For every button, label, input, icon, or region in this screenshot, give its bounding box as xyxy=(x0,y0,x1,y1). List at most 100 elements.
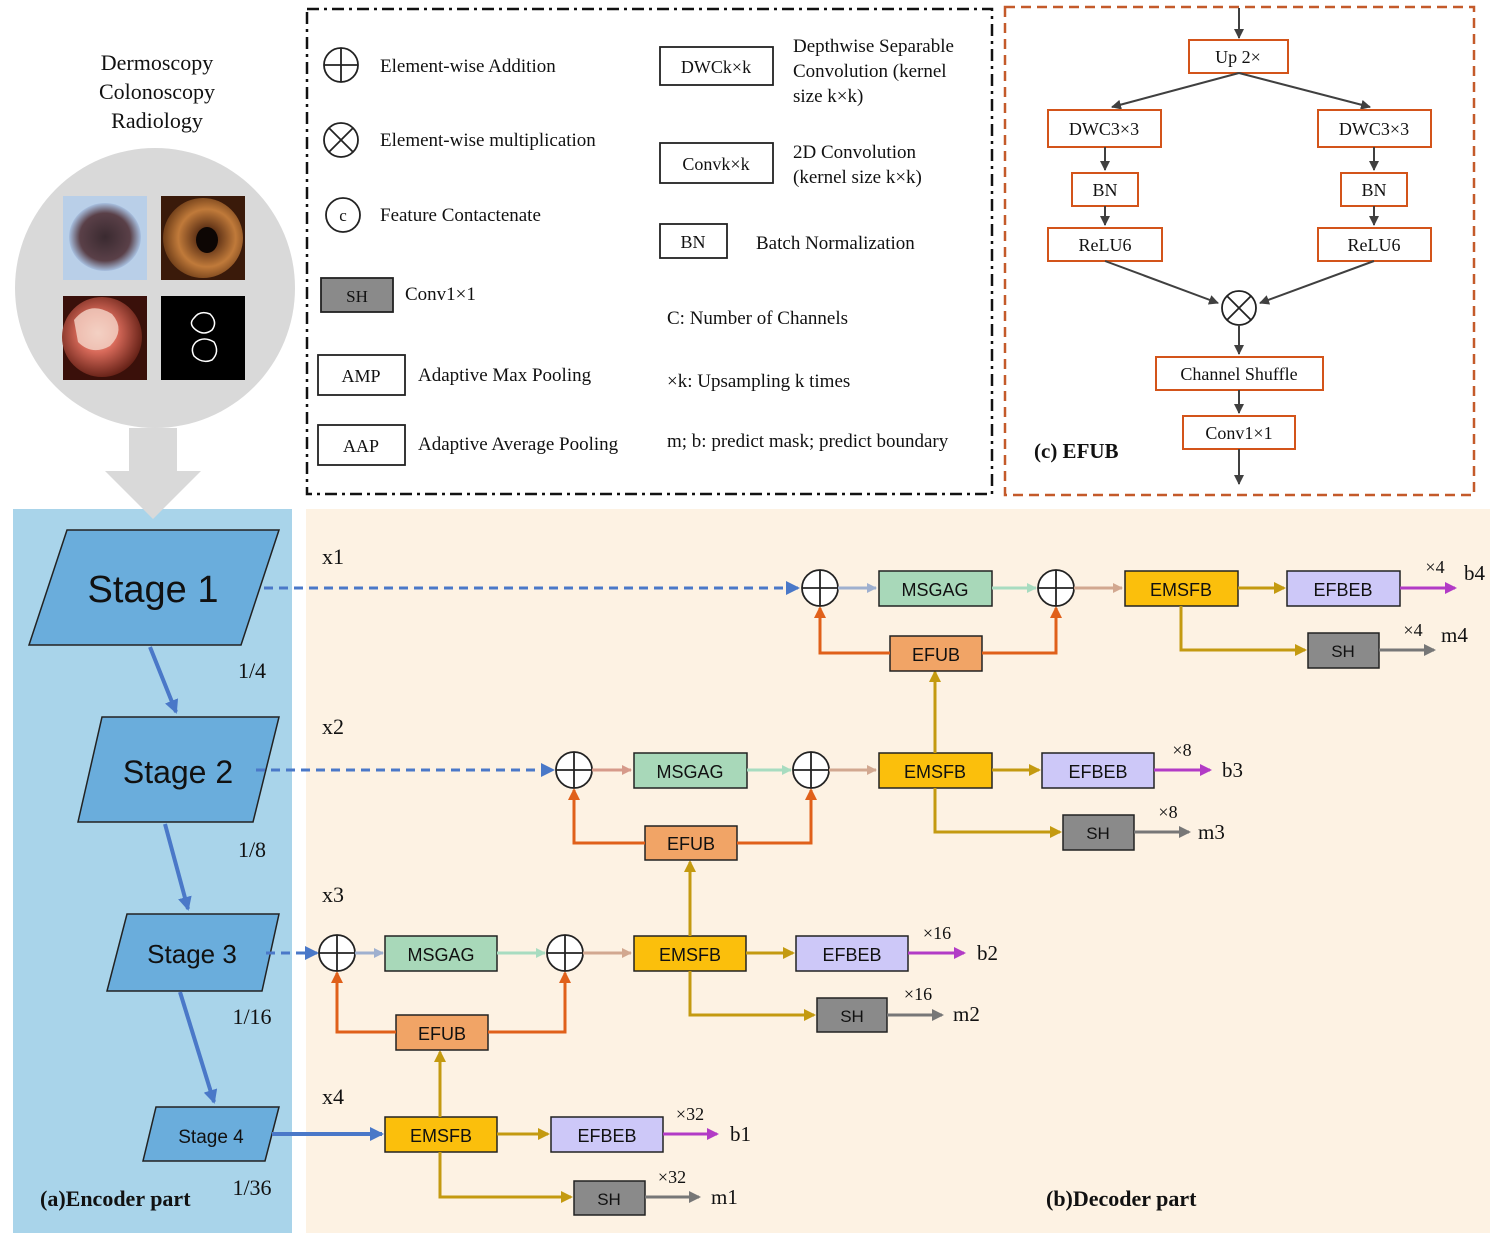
input-label-x1: x1 xyxy=(322,544,344,569)
efub-detail: Up 2× DWC3×3 DWC3×3 BN BN ReLU6 ReLU6 Ch… xyxy=(1034,8,1432,485)
decoder-background xyxy=(306,509,1490,1233)
legend: Element-wise Addition Element-wise multi… xyxy=(317,36,954,466)
legend-dwc-desc-2: Convolution (kernel xyxy=(793,61,947,82)
efub-block-2 xyxy=(644,825,738,861)
stage-4-shape xyxy=(142,1106,280,1162)
output-m2: m2 xyxy=(953,1002,980,1026)
stage-3-label: Stage 3 xyxy=(147,939,237,969)
output-b3: b3 xyxy=(1222,758,1243,782)
efub-relu-right-box xyxy=(1317,227,1432,262)
legend-bn-desc: Batch Normalization xyxy=(756,233,915,254)
upsample-m2: ×16 xyxy=(904,984,932,1004)
sh-2-label: SH xyxy=(840,1007,864,1026)
encoder-title: (a)Encoder part xyxy=(40,1186,191,1211)
stage-3-scale: 1/16 xyxy=(232,1004,271,1029)
input-arrow-stem xyxy=(129,428,177,472)
msgag-2-label: MSGAG xyxy=(656,762,723,782)
legend-dwc-desc-3: size k×k) xyxy=(793,86,863,107)
sh-block-1 xyxy=(573,1180,646,1216)
efub-relu-right-text: ReLU6 xyxy=(1348,235,1401,255)
stage-1-label: Stage 1 xyxy=(88,569,219,611)
efub-conv-text: Conv1×1 xyxy=(1205,423,1272,443)
legend-note-channels: C: Number of Channels xyxy=(667,308,848,329)
efub-shuffle-text: Channel Shuffle xyxy=(1180,364,1297,384)
efbeb-block-1 xyxy=(550,1116,664,1153)
emsfb-2-label: EMSFB xyxy=(659,945,721,965)
stage-4-scale: 1/36 xyxy=(232,1175,271,1200)
upsample-m4: ×4 xyxy=(1403,620,1422,640)
input-arrow-head xyxy=(105,471,201,519)
output-b2: b2 xyxy=(977,941,998,965)
stage-1-scale: 1/4 xyxy=(238,658,266,683)
efub-dwc-right-box xyxy=(1317,109,1432,148)
add-node-2a xyxy=(555,751,593,789)
add-symbol-icon xyxy=(323,47,359,83)
stage-2-to-3-arrow xyxy=(163,823,192,911)
polyp-thumbnail xyxy=(62,296,147,380)
efub-dwc-left-text: DWC3×3 xyxy=(1069,119,1139,139)
input-label-x4: x4 xyxy=(322,1084,344,1109)
stage-3-shape xyxy=(106,913,280,992)
input-label-x2: x2 xyxy=(322,714,344,739)
legend-label-aap: Adaptive Average Pooling xyxy=(418,434,619,455)
legend-conv-desc-1: 2D Convolution xyxy=(793,142,916,163)
add-node-3b xyxy=(546,934,584,972)
stage-2-shape xyxy=(77,716,280,823)
emsfb-block-3 xyxy=(878,752,993,789)
upsample-m3: ×8 xyxy=(1158,802,1177,822)
output-b4: b4 xyxy=(1464,561,1486,585)
sh-3-label: SH xyxy=(1086,824,1110,843)
sh-block-3 xyxy=(1062,814,1135,851)
legend-amp-box xyxy=(317,354,406,396)
legend-aap-box xyxy=(317,424,406,466)
upsample-m1: ×32 xyxy=(658,1167,686,1187)
legend-label-concat: Feature Contactenate xyxy=(380,205,541,226)
efub-relu-left-box xyxy=(1047,227,1163,262)
efub-multiply-icon xyxy=(1221,290,1257,326)
msgag-3-label: MSGAG xyxy=(407,945,474,965)
efub-bn-left-box xyxy=(1071,172,1139,207)
efub-bn-right-box xyxy=(1340,172,1408,207)
efub-2-label: EFUB xyxy=(667,834,715,854)
legend-dwc-text: DWCk×k xyxy=(681,57,751,77)
emsfb-1-label: EMSFB xyxy=(410,1126,472,1146)
upsample-b2: ×16 xyxy=(923,923,951,943)
efbeb-1-label: EFBEB xyxy=(577,1126,636,1146)
stage-2-scale: 1/8 xyxy=(238,837,266,862)
stage-1-to-2-arrow xyxy=(148,646,179,714)
stage-1-shape xyxy=(27,529,281,646)
legend-dwc-box xyxy=(659,46,774,86)
efub-bn-right-text: BN xyxy=(1361,180,1386,200)
efbeb-block-4 xyxy=(1286,570,1401,607)
decoder-title: (b)Decoder part xyxy=(1046,1186,1197,1211)
efub-up-text: Up 2× xyxy=(1215,47,1261,67)
output-b1: b1 xyxy=(730,1122,751,1146)
legend-label-sh: Conv1×1 xyxy=(405,284,476,305)
legend-conv-desc-2: (kernel size k×k) xyxy=(793,167,922,188)
input-label-x3: x3 xyxy=(322,882,344,907)
add-node-2b xyxy=(792,751,830,789)
legend-conv-box xyxy=(659,142,774,184)
sh-block-4 xyxy=(1307,632,1380,669)
legend-sh-text: SH xyxy=(346,287,368,306)
upsample-b1: ×32 xyxy=(676,1104,704,1124)
efbeb-3-label: EFBEB xyxy=(1068,762,1127,782)
legend-dwc-desc-1: Depthwise Separable xyxy=(793,36,954,57)
encoder: Stage 1 1/4 Stage 2 1/8 Stage 3 1/16 Sta… xyxy=(27,529,281,1211)
efub-bn-left-text: BN xyxy=(1092,180,1117,200)
source-label-radiology: Radiology xyxy=(111,108,203,133)
efub-dwc-left-box xyxy=(1047,109,1162,148)
emsfb-3-label: EMSFB xyxy=(904,762,966,782)
legend-bn-box xyxy=(659,223,728,259)
multiply-symbol-icon xyxy=(323,122,359,158)
concat-symbol-icon: c xyxy=(325,197,361,233)
upsample-b4: ×4 xyxy=(1425,557,1444,577)
legend-label-multiply: Element-wise multiplication xyxy=(380,130,596,151)
msgag-1-label: MSGAG xyxy=(901,580,968,600)
colonoscopy-thumbnail xyxy=(161,196,245,280)
legend-frame xyxy=(305,7,994,496)
stage-4-label: Stage 4 xyxy=(178,1127,244,1148)
legend-note-predict: m; b: predict mask; predict boundary xyxy=(667,431,949,452)
sh-4-label: SH xyxy=(1331,642,1355,661)
